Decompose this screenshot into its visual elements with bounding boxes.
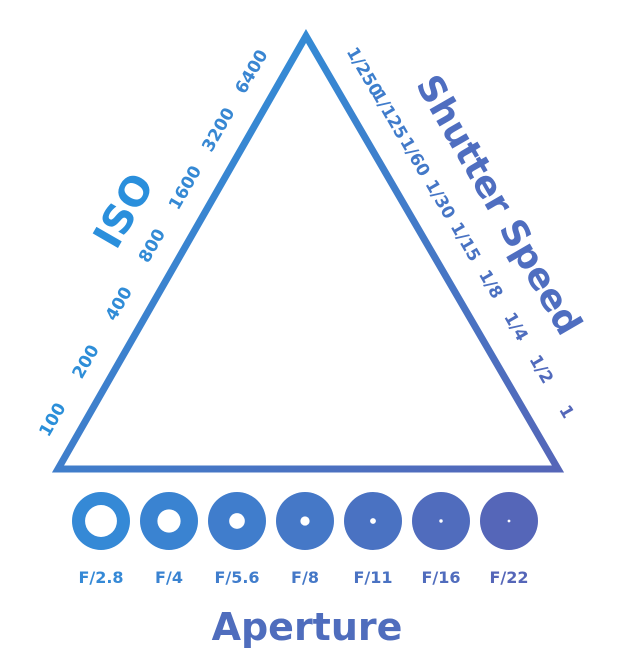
aperture-opening	[507, 519, 511, 523]
iso-tick-label: 800	[135, 225, 170, 266]
aperture-stop-label: F/16	[421, 568, 460, 587]
aperture-opening	[300, 516, 310, 526]
iso-tick-label: 200	[69, 341, 104, 382]
shutter-tick-label: 1/8	[474, 267, 506, 303]
aperture-opening	[85, 505, 117, 537]
shutter-tick-label: 1/15	[446, 219, 484, 265]
aperture-opening	[157, 509, 181, 533]
aperture-stop-label: F/8	[291, 568, 319, 587]
iso-tick-label: 100	[35, 399, 70, 440]
shutter-tick-label: 1/30	[421, 176, 459, 222]
iso-tick-label: 3200	[198, 104, 239, 155]
aperture-opening	[439, 519, 443, 523]
aperture-opening	[370, 518, 376, 524]
aperture-stop-label: F/5.6	[214, 568, 259, 587]
aperture-title: Aperture	[212, 605, 403, 649]
exposure-triangle	[51, 29, 565, 473]
aperture-stop-label: F/11	[353, 568, 392, 587]
iso-scale: 100 200 400 800 1600 3200 6400	[35, 46, 272, 440]
aperture-stop-label: F/4	[155, 568, 183, 587]
shutter-tick-label: 1/60	[395, 134, 433, 180]
aperture-stop-label: F/22	[489, 568, 528, 587]
shutter-tick-label: 1	[554, 402, 577, 422]
shutter-tick-label: 1/2	[525, 352, 557, 388]
iso-tick-label: 6400	[232, 46, 273, 97]
aperture-scale: F/2.8 F/4 F/5.6 F/8 F/11 F/16 F/22	[72, 492, 538, 587]
aperture-stop-label: F/2.8	[78, 568, 123, 587]
iso-tick-label: 1600	[165, 162, 206, 213]
aperture-opening	[229, 513, 245, 529]
shutter-tick-label: 1/125	[367, 86, 411, 142]
iso-tick-label: 400	[102, 283, 137, 324]
shutter-tick-label: 1/4	[499, 309, 531, 345]
